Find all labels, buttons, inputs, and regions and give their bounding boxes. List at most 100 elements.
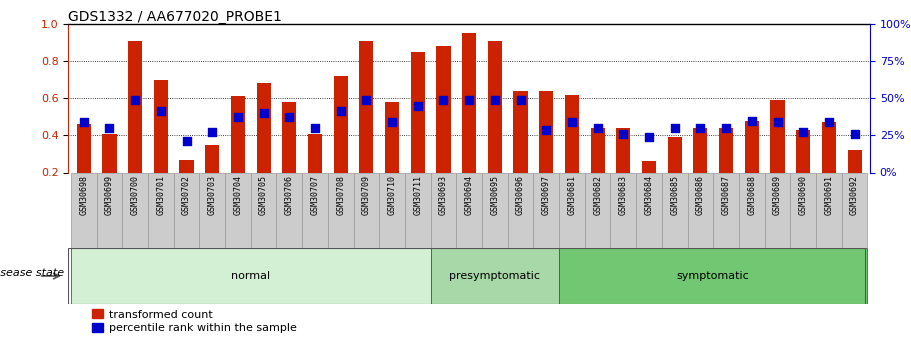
Bar xyxy=(436,46,451,172)
Point xyxy=(333,109,348,114)
Text: GSM30700: GSM30700 xyxy=(130,175,139,215)
Bar xyxy=(693,128,708,172)
Text: GSM30686: GSM30686 xyxy=(696,175,705,215)
Bar xyxy=(333,76,348,172)
Bar xyxy=(842,172,867,248)
Point xyxy=(282,114,297,120)
Text: GSM30702: GSM30702 xyxy=(182,175,191,215)
Bar xyxy=(796,130,810,172)
Bar xyxy=(816,172,842,248)
Bar xyxy=(764,172,791,248)
Point xyxy=(539,127,554,132)
Bar xyxy=(251,172,276,248)
Point xyxy=(436,97,451,103)
Bar xyxy=(585,172,610,248)
Text: GDS1332 / AA677020_PROBE1: GDS1332 / AA677020_PROBE1 xyxy=(68,10,282,24)
Text: GSM30701: GSM30701 xyxy=(157,175,165,215)
Bar xyxy=(668,137,681,172)
Text: GSM30683: GSM30683 xyxy=(619,175,628,215)
Point xyxy=(487,97,502,103)
Bar xyxy=(174,172,200,248)
Text: GSM30691: GSM30691 xyxy=(824,175,834,215)
Bar xyxy=(308,134,322,172)
Point xyxy=(513,97,527,103)
Text: GSM30698: GSM30698 xyxy=(79,175,88,215)
Text: GSM30682: GSM30682 xyxy=(593,175,602,215)
Bar xyxy=(559,248,867,304)
Text: GSM30706: GSM30706 xyxy=(285,175,294,215)
Text: GSM30694: GSM30694 xyxy=(465,175,474,215)
Point xyxy=(384,120,399,125)
Point xyxy=(565,120,579,125)
Text: GSM30690: GSM30690 xyxy=(799,175,808,215)
Point xyxy=(796,129,811,135)
Bar xyxy=(205,145,220,172)
Text: GSM30693: GSM30693 xyxy=(439,175,448,215)
Text: GSM30687: GSM30687 xyxy=(722,175,731,215)
Bar xyxy=(404,172,431,248)
Bar xyxy=(456,172,482,248)
Bar xyxy=(487,41,502,172)
Text: GSM30697: GSM30697 xyxy=(542,175,551,215)
Text: GSM30704: GSM30704 xyxy=(233,175,242,215)
Bar xyxy=(791,172,816,248)
Text: presymptomatic: presymptomatic xyxy=(449,271,540,281)
Text: GSM30710: GSM30710 xyxy=(387,175,396,215)
Bar xyxy=(230,97,245,172)
Point xyxy=(179,138,194,144)
Bar xyxy=(179,159,194,172)
Bar xyxy=(122,172,148,248)
Point xyxy=(308,125,322,131)
Text: GSM30681: GSM30681 xyxy=(568,175,577,215)
Bar xyxy=(636,172,662,248)
Point xyxy=(847,131,862,136)
Point xyxy=(590,125,605,131)
Bar xyxy=(359,41,374,172)
Bar xyxy=(97,172,122,248)
Point xyxy=(719,125,733,131)
Point xyxy=(77,120,91,125)
Bar xyxy=(328,172,353,248)
Bar xyxy=(822,122,836,172)
Bar xyxy=(353,172,379,248)
Bar xyxy=(431,248,559,304)
Text: GSM30707: GSM30707 xyxy=(311,175,320,215)
Bar xyxy=(102,134,117,172)
Bar xyxy=(534,172,559,248)
Point xyxy=(770,120,784,125)
Point xyxy=(205,129,220,135)
Bar xyxy=(719,128,733,172)
Bar xyxy=(302,172,328,248)
Text: GSM30708: GSM30708 xyxy=(336,175,345,215)
Text: GSM30711: GSM30711 xyxy=(414,175,423,215)
Text: normal: normal xyxy=(231,271,271,281)
Bar xyxy=(77,124,91,172)
Bar xyxy=(642,161,656,172)
Point xyxy=(668,125,682,131)
Text: GSM30703: GSM30703 xyxy=(208,175,217,215)
Bar xyxy=(590,128,605,172)
Point xyxy=(616,131,630,136)
Point xyxy=(154,109,169,114)
Point xyxy=(693,125,708,131)
Bar xyxy=(507,172,534,248)
Point xyxy=(641,135,656,140)
Text: GSM30684: GSM30684 xyxy=(644,175,653,215)
Text: GSM30705: GSM30705 xyxy=(259,175,268,215)
Text: disease state: disease state xyxy=(0,268,64,277)
Point xyxy=(411,103,425,108)
Point xyxy=(230,114,245,120)
Text: GSM30685: GSM30685 xyxy=(670,175,680,215)
Bar xyxy=(462,33,476,172)
Bar xyxy=(257,83,271,172)
Bar xyxy=(225,172,251,248)
Bar xyxy=(128,41,142,172)
Legend: transformed count, percentile rank within the sample: transformed count, percentile rank withi… xyxy=(92,309,297,333)
Text: GSM30695: GSM30695 xyxy=(490,175,499,215)
Bar xyxy=(539,91,553,172)
Bar xyxy=(565,95,579,172)
Bar xyxy=(411,52,425,172)
Bar xyxy=(745,120,759,172)
Bar xyxy=(847,150,862,172)
Text: GSM30696: GSM30696 xyxy=(516,175,525,215)
